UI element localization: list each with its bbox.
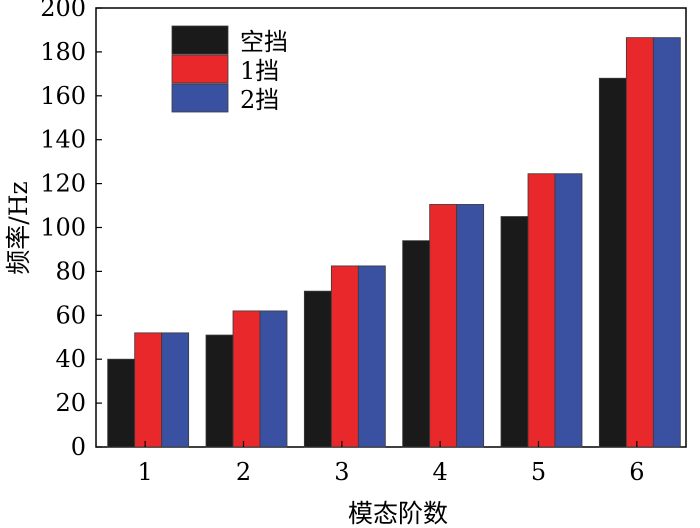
bars-group — [107, 37, 681, 448]
y-tick-label: 0 — [71, 433, 86, 461]
y-tick-label: 20 — [55, 389, 86, 417]
legend-swatch-2 — [171, 54, 229, 84]
x-tick-label: 5 — [531, 458, 546, 486]
bar-2-5 — [527, 173, 556, 448]
y-tick-label: 80 — [55, 257, 86, 285]
x-tick-label: 6 — [629, 458, 644, 486]
y-axis-label: 频率/Hz — [4, 181, 33, 274]
bar-2-2 — [232, 310, 261, 448]
bar-1-6 — [598, 77, 627, 448]
bar-3-6 — [652, 37, 681, 448]
x-axis-label: 模态阶数 — [348, 499, 448, 528]
bar-2-3 — [330, 265, 359, 448]
bar-3-4 — [456, 204, 485, 448]
legend-label-1: 空挡 — [240, 28, 288, 56]
bar-1-5 — [500, 216, 529, 448]
bar-2-6 — [625, 37, 654, 448]
x-tick-label: 1 — [138, 458, 153, 486]
x-tick-label: 4 — [433, 458, 448, 486]
bar-3-5 — [554, 173, 583, 448]
y-tick-label: 200 — [40, 0, 86, 22]
bar-3-1 — [161, 332, 190, 448]
legend-swatch-3 — [171, 83, 229, 113]
y-axis-ticks: 0 20 40 60 80 100 120 140 160 180 200 — [40, 0, 102, 461]
legend-swatch-1 — [171, 25, 229, 55]
x-axis-ticks: 1 2 3 4 5 6 — [138, 441, 644, 486]
y-tick-label: 120 — [40, 170, 86, 198]
x-tick-label: 2 — [236, 458, 251, 486]
y-tick-label: 140 — [40, 126, 86, 154]
y-tick-label: 180 — [40, 38, 86, 66]
legend-label-3: 2挡 — [240, 86, 279, 114]
x-tick-label: 3 — [334, 458, 349, 486]
y-tick-label: 60 — [55, 301, 86, 329]
y-tick-label: 160 — [40, 82, 86, 110]
bar-1-2 — [205, 334, 234, 448]
y-tick-label: 40 — [55, 345, 86, 373]
bar-1-3 — [303, 290, 332, 448]
bar-3-3 — [357, 265, 386, 448]
bar-3-2 — [259, 310, 288, 448]
legend-label-2: 1挡 — [240, 57, 279, 85]
y-tick-label: 100 — [40, 214, 86, 242]
bar-1-1 — [107, 358, 136, 448]
bar-2-4 — [429, 204, 458, 448]
bar-2-1 — [134, 332, 163, 448]
bar-1-4 — [402, 240, 431, 448]
